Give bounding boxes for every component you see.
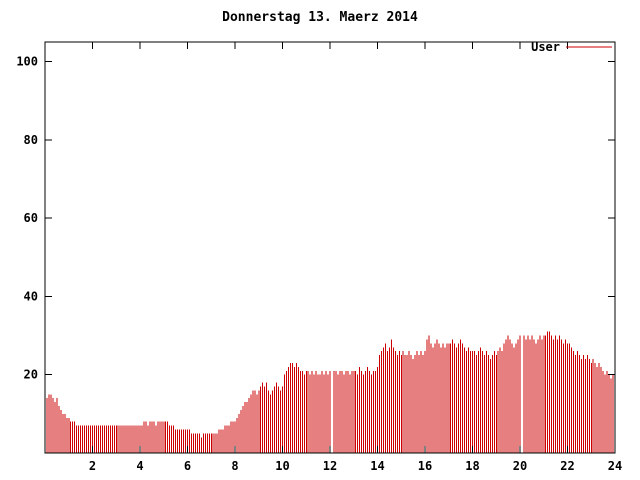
chart-title: Donnerstag 13. Maerz 2014	[222, 10, 418, 25]
tick-label: 14	[370, 459, 384, 473]
axis-ticks	[45, 42, 616, 453]
tick-label: 20	[24, 368, 38, 382]
tick-label: 6	[184, 459, 191, 473]
tick-label: 10	[275, 459, 289, 473]
tick-label: 2	[89, 459, 96, 473]
tick-label: 24	[608, 459, 622, 473]
tick-label: 18	[465, 459, 479, 473]
tick-label: 40	[24, 289, 38, 303]
tick-label: 12	[323, 459, 337, 473]
tick-label: 16	[418, 459, 432, 473]
bars	[46, 331, 616, 453]
tick-label: 20	[513, 459, 527, 473]
tick-label: 100	[16, 55, 38, 69]
tick-label: 8	[231, 459, 238, 473]
tick-label: 4	[136, 459, 143, 473]
tick-label: 22	[560, 459, 574, 473]
tick-label: 60	[24, 211, 38, 225]
legend-label-user: User	[531, 40, 560, 54]
tick-label: 80	[24, 133, 38, 147]
